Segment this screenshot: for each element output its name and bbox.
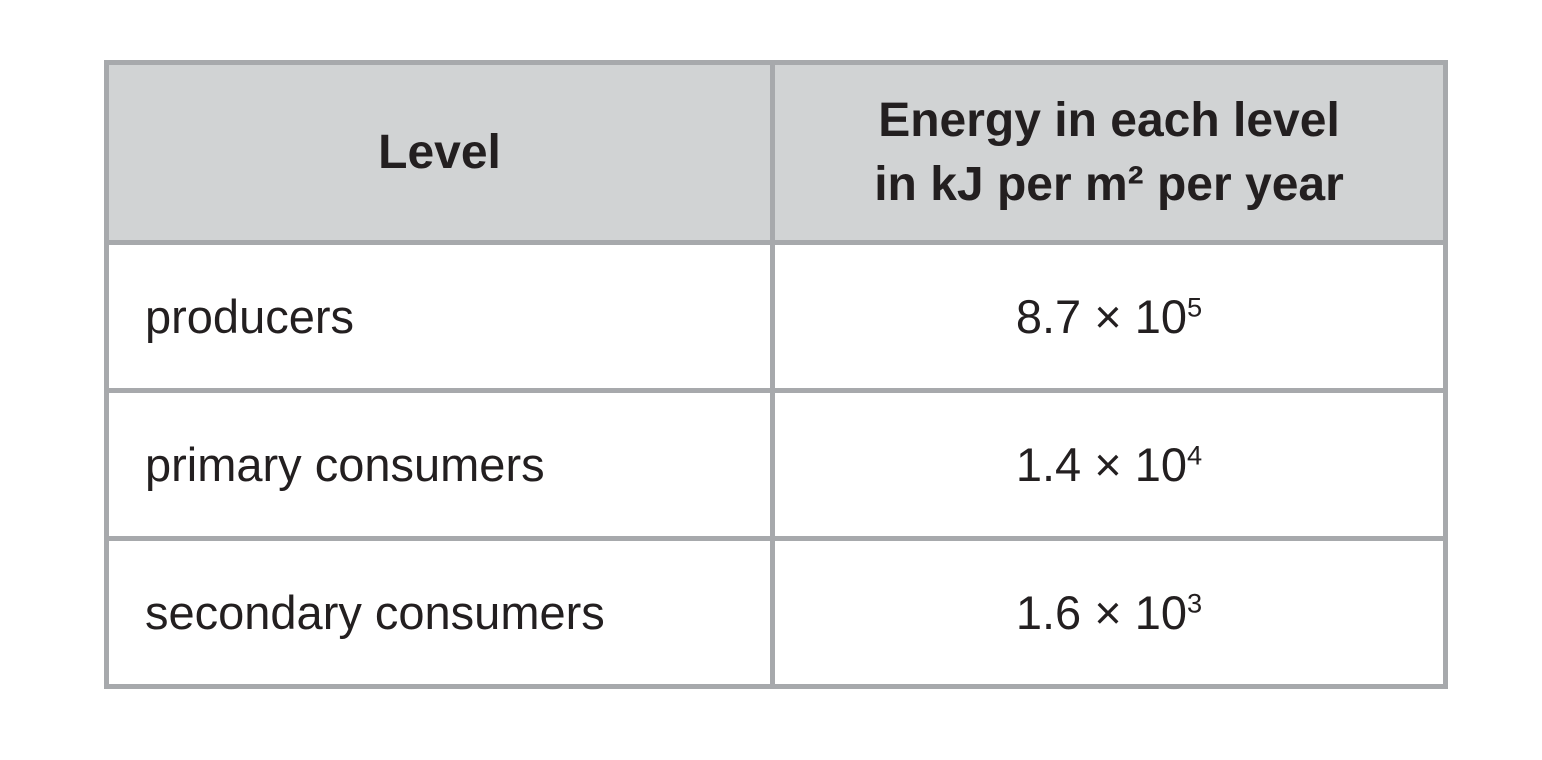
column-header-level-label: Level <box>378 125 501 179</box>
value-exponent: 5 <box>1187 291 1203 323</box>
table-body: producers 8.7 × 105 primary consumers 1.… <box>104 240 1448 689</box>
level-cell: primary consumers <box>104 388 775 541</box>
column-header-energy-line2: in kJ per m² per year <box>874 157 1344 211</box>
value-base: 1.4 × 10 <box>1015 438 1188 491</box>
value-exponent: 3 <box>1187 587 1203 619</box>
table-row-producers: producers 8.7 × 105 <box>104 240 1448 393</box>
header-row: Level Energy in each level in kJ per m² … <box>104 60 1448 245</box>
value-cell: 1.6 × 103 <box>770 536 1448 689</box>
level-cell: secondary consumers <box>104 536 775 689</box>
value-base: 1.6 × 10 <box>1015 586 1188 639</box>
energy-table: Level Energy in each level in kJ per m² … <box>104 60 1448 689</box>
value-exponent: 4 <box>1187 439 1203 471</box>
value-cell: 8.7 × 105 <box>770 240 1448 393</box>
value-cell: 1.4 × 104 <box>770 388 1448 541</box>
table-header: Level Energy in each level in kJ per m² … <box>104 60 1448 245</box>
column-header-energy: Energy in each level in kJ per m² per ye… <box>770 60 1448 245</box>
table-row-secondary-consumers: secondary consumers 1.6 × 103 <box>104 536 1448 689</box>
level-cell: producers <box>104 240 775 393</box>
column-header-energy-line1: Energy in each level <box>878 94 1340 148</box>
table-row-primary-consumers: primary consumers 1.4 × 104 <box>104 388 1448 541</box>
column-header-level: Level <box>104 60 775 245</box>
value-base: 8.7 × 10 <box>1015 290 1188 343</box>
